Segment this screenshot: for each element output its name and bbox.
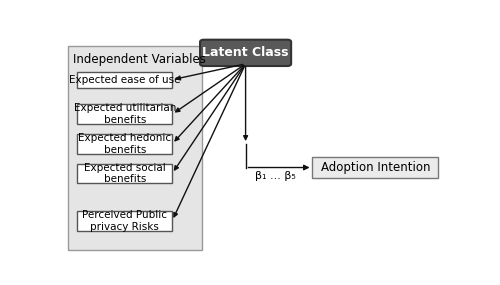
Text: Expected social
benefits: Expected social benefits (84, 163, 166, 184)
Text: Latent Class: Latent Class (202, 46, 289, 59)
FancyBboxPatch shape (77, 211, 172, 231)
Text: β₁ ... β₅: β₁ ... β₅ (255, 171, 296, 181)
FancyBboxPatch shape (200, 40, 291, 66)
FancyBboxPatch shape (77, 134, 172, 154)
FancyBboxPatch shape (68, 46, 202, 250)
Text: Perceived Public
privacy Risks: Perceived Public privacy Risks (82, 210, 167, 231)
Text: Expected utilitarian
benefits: Expected utilitarian benefits (74, 103, 176, 125)
FancyBboxPatch shape (312, 157, 438, 178)
Text: Expected hedonic
benefits: Expected hedonic benefits (78, 133, 172, 155)
Text: Adoption Intention: Adoption Intention (320, 161, 430, 174)
Text: Expected ease of use: Expected ease of use (69, 75, 180, 85)
FancyBboxPatch shape (77, 72, 172, 88)
FancyBboxPatch shape (77, 164, 172, 184)
FancyBboxPatch shape (77, 104, 172, 124)
Text: Independent Variables: Independent Variables (74, 53, 206, 66)
